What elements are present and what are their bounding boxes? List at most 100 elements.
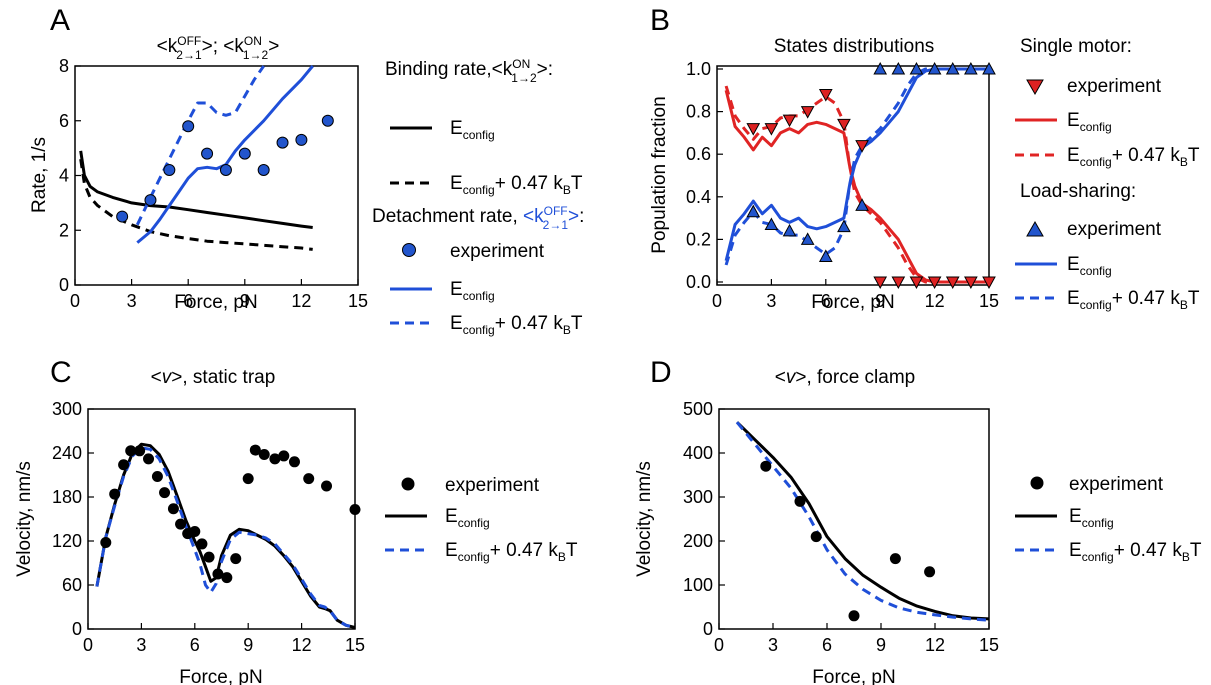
panel-b-series-line	[724, 67, 989, 262]
legend-b-red-econfig-plus-label: Econfig+ 0.47 kBT	[1067, 145, 1200, 169]
panel-c-ytick-label: 180	[52, 487, 82, 507]
panel-d-data-point	[848, 610, 860, 622]
legend-b-single-header: Single motor:	[1020, 36, 1132, 57]
panel-c-series-line	[95, 442, 356, 629]
legend-c-experiment-marker	[401, 477, 415, 491]
panel-c-ytick-label: 60	[62, 575, 82, 595]
panel-b-ytick-label: 0.0	[686, 272, 711, 292]
panel-c-data-point	[221, 572, 233, 584]
panel-d-legend: experiment Econfig Econfig+ 0.47 kBT	[1015, 474, 1202, 564]
panel-d-data-point	[794, 495, 806, 507]
panel-d-data-point	[810, 531, 822, 543]
legend-b-blue-econfig-plus-label: Econfig+ 0.47 kBT	[1067, 288, 1200, 312]
panel-c-series	[95, 442, 361, 629]
panel-b-data-point	[837, 118, 851, 132]
panel-c-data-point	[321, 480, 333, 492]
panel-a-ytick-label: 4	[59, 166, 69, 186]
legend-b-load-header: Load-sharing:	[1020, 181, 1136, 202]
panel-c-plot-frame	[87, 408, 356, 630]
panel-d-xtick-label: 3	[768, 635, 778, 655]
legend-d-econfig-plus-label: Econfig+ 0.47 kBT	[1069, 540, 1202, 564]
panel-c-ytick-label: 120	[52, 531, 82, 551]
panel-b-ytick-label: 0.4	[686, 187, 711, 207]
panel-a-ytick-label: 8	[59, 56, 69, 76]
panel-a-plot-frame	[74, 65, 359, 286]
panel-c-ylabel: Velocity, nm/s	[14, 461, 35, 577]
panel-c-data-point	[278, 450, 290, 462]
panel-b-xlabel: Force, pN	[811, 292, 894, 313]
panel-b-series-line	[724, 89, 989, 284]
panel-b-letter: B	[650, 4, 670, 37]
panel-a: A <kOFF 2→1>; <kON 1→2> 0 3 6 9 12 15 0 2 4 6 8 Forc…	[29, 4, 584, 337]
panel-c-data-point	[159, 487, 171, 499]
legend-a-econfig-label: Econfig	[450, 118, 495, 142]
panel-b-data-point	[945, 61, 960, 75]
panel-a-xtick-label: 6	[183, 291, 193, 311]
panel-a-ytick-label: 0	[59, 275, 69, 295]
panel-b-data-point	[818, 89, 833, 102]
panel-c-data-point	[303, 473, 315, 485]
panel-d-series-line	[735, 421, 990, 622]
panel-c-data-point	[196, 538, 208, 550]
panel-d-data-point	[924, 566, 936, 578]
panel-b-ytick-label: 0.2	[686, 229, 711, 249]
legend-a-econfig-blue-label: Econfig	[450, 279, 495, 303]
panel-c-data-point	[109, 488, 121, 500]
panel-b-data-point	[800, 106, 815, 119]
panel-c-data-point	[189, 525, 201, 537]
panel-b-ticks: 0 3 6 9 12 15 0.0 0.2 0.4 0.6 0.8 1.0	[686, 59, 999, 311]
panel-b-legend: Single motor: experiment Econfig Econfig…	[1015, 36, 1200, 312]
panel-c-xtick-label: 12	[292, 635, 312, 655]
panel-c-ytick-label: 300	[52, 399, 82, 419]
panel-c-xtick-label: 9	[243, 635, 253, 655]
panel-b-data-point	[964, 61, 978, 75]
legend-a-econfig-plus-blue-label: Econfig+ 0.47 kBT	[450, 313, 583, 337]
panel-a-xtick-label: 0	[70, 291, 80, 311]
panel-a-data-point	[182, 120, 195, 133]
legend-a-detach-header: Detachment rate, <kOFF 2→1>:	[372, 204, 584, 232]
panel-d-letter: D	[650, 356, 672, 389]
legend-a-econfig-plus-label: Econfig+ 0.47 kBT	[450, 173, 583, 197]
panel-a-xtick-label: 3	[127, 291, 137, 311]
panel-b-data-point	[764, 123, 779, 136]
panel-a-series-line	[135, 65, 265, 226]
panel-b-data-point	[945, 276, 960, 290]
panel-c-xlabel: Force, pN	[179, 667, 262, 685]
panel-b-ytick-label: 1.0	[686, 59, 711, 79]
panel-d-ticks: 0 3 6 9 12 15 0 100 200 300 400 500	[683, 399, 999, 655]
panel-b-series-line	[724, 67, 989, 266]
panel-c-data-point	[167, 503, 179, 515]
panel-b-series-line	[724, 85, 989, 284]
legend-a-binding-header: Binding rate,<kON 1→2>:	[385, 57, 553, 85]
panel-a-data-point	[116, 210, 129, 223]
panel-d-ytick-label: 500	[683, 399, 713, 419]
panel-c-data-point	[258, 448, 270, 460]
legend-c-econfig-plus-label: Econfig+ 0.47 kBT	[445, 540, 578, 564]
panel-d-xtick-label: 0	[714, 635, 724, 655]
panel-c-data-point	[203, 551, 215, 563]
panel-a-data-point	[144, 194, 157, 207]
panel-d: D <v>, force clamp 0 3 6 9 12 15 0 100 200 300 400…	[634, 356, 1202, 685]
panel-b-data-point	[746, 204, 761, 218]
panel-c-ytick-label: 0	[72, 619, 82, 639]
panel-b-xtick-label: 15	[979, 291, 999, 311]
panel-a-ticks: 0 3 6 9 12 15 0 2 4 6 8	[59, 56, 368, 311]
panel-b-data-point	[746, 123, 761, 136]
panel-b-data-point	[927, 61, 942, 75]
panel-c-data-point	[125, 445, 137, 457]
panel-b-data-point	[909, 61, 924, 75]
panel-a-data-point	[201, 147, 214, 160]
panel-d-series	[735, 421, 990, 622]
panel-c-ytick-label: 240	[52, 443, 82, 463]
panel-b-data-point	[891, 276, 906, 290]
panel-c-ticks: 0 3 6 9 12 15 0 60 120 180 240 300	[52, 399, 365, 655]
panel-d-xtick-label: 12	[925, 635, 945, 655]
panel-d-xtick-label: 15	[979, 635, 999, 655]
panel-d-xlabel: Force, pN	[812, 667, 895, 685]
panel-a-xtick-label: 9	[240, 291, 250, 311]
panel-b-data-point	[818, 249, 833, 262]
panel-a-series	[79, 65, 334, 251]
panel-d-ylabel: Velocity, nm/s	[634, 461, 655, 577]
panel-d-ytick-label: 400	[683, 443, 713, 463]
